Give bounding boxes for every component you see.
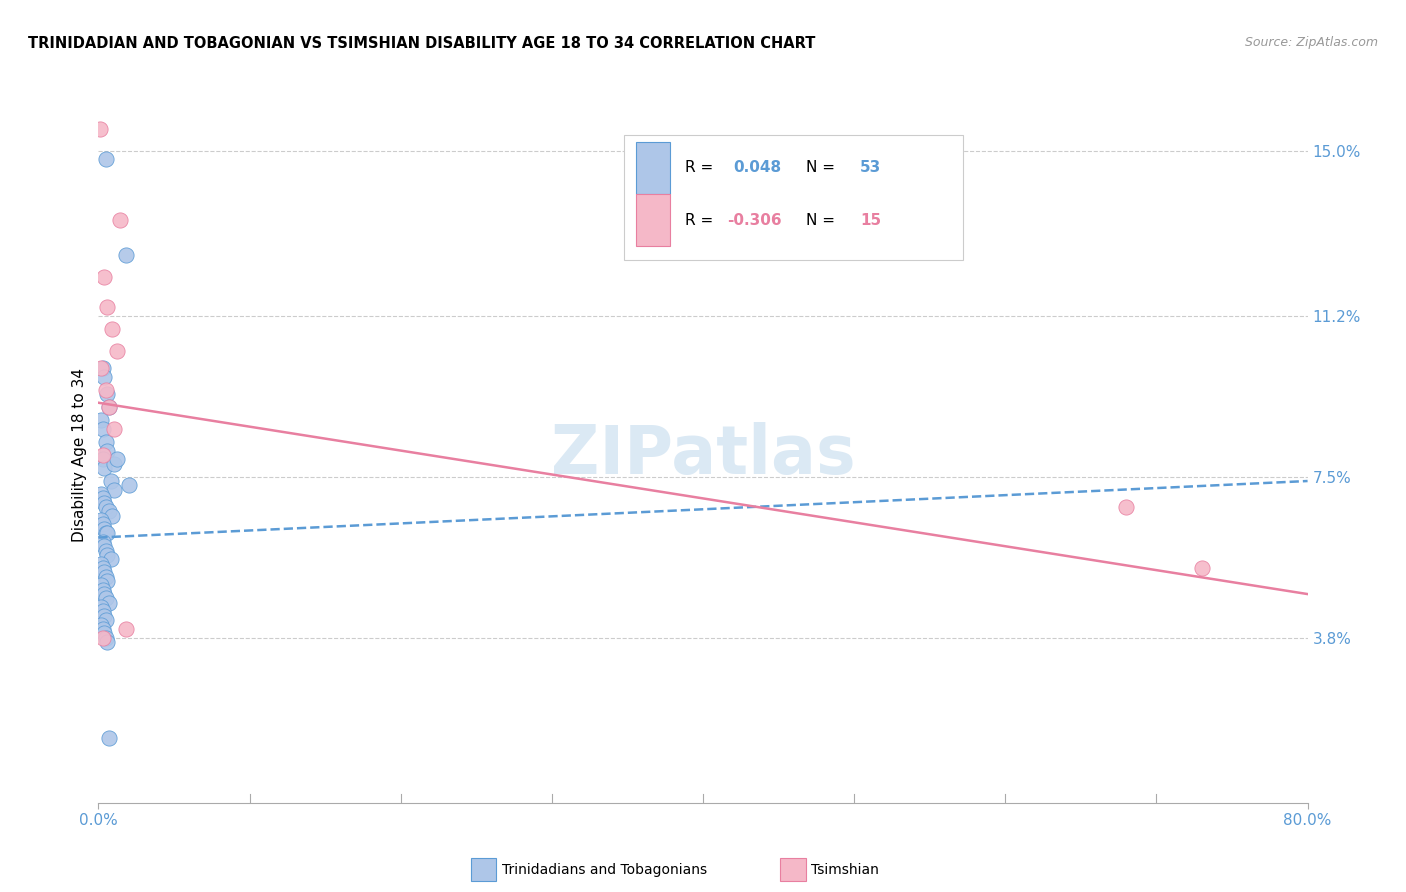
Point (96, 387, 118, 401)
Point (91, 360, 114, 375)
Point (91, 605, 114, 619)
Text: Trinidadians and Tobagonians: Trinidadians and Tobagonians (502, 863, 707, 877)
Point (91, 561, 114, 575)
Text: -0.306: -0.306 (727, 212, 782, 227)
Point (93, 566, 115, 580)
Point (96, 574, 118, 588)
Text: Source: ZipAtlas.com: Source: ZipAtlas.com (1244, 36, 1378, 49)
Point (93, 496, 115, 510)
Point (103, 422, 125, 436)
Point (98, 731, 121, 745)
Bar (637, 142, 671, 194)
Point (93, 522, 115, 536)
Point (98, 596, 121, 610)
Point (94, 613, 117, 627)
Point (91, 422, 114, 436)
Point (91, 582, 114, 597)
Point (91, 631, 114, 645)
Point (101, 322, 124, 336)
Point (105, 452, 128, 467)
Point (101, 508, 124, 523)
Bar (637, 194, 671, 246)
Point (94, 434, 117, 449)
Point (96, 526, 118, 541)
Point (114, 248, 136, 262)
Point (105, 343, 128, 358)
Point (98, 504, 121, 518)
Point (96, 300, 118, 314)
Point (91, 534, 114, 549)
Point (96, 635, 118, 649)
Point (100, 474, 122, 488)
Text: N =: N = (806, 212, 839, 227)
Point (90, 557, 112, 571)
Text: ZIPatlas: ZIPatlas (551, 422, 855, 488)
Point (94, 500, 117, 514)
Point (90, 487, 112, 501)
Point (94, 383, 117, 397)
Point (89, 121, 111, 136)
Point (103, 457, 125, 471)
Point (93, 369, 115, 384)
Point (93, 626, 115, 640)
Point (114, 622, 136, 636)
Point (90, 600, 112, 615)
Point (93, 539, 115, 553)
Point (90, 360, 112, 375)
Point (1191, 561, 1213, 575)
Y-axis label: Disability Age 18 to 34: Disability Age 18 to 34 (72, 368, 87, 542)
Text: N =: N = (806, 161, 839, 176)
Point (91, 517, 114, 532)
Point (1115, 500, 1137, 514)
Point (94, 526, 117, 541)
Point (94, 591, 117, 606)
Text: R =: R = (685, 161, 718, 176)
Text: R =: R = (685, 212, 718, 227)
Point (103, 483, 125, 497)
Point (94, 152, 117, 166)
Point (90, 617, 112, 632)
Point (98, 400, 121, 414)
Bar (624, 135, 963, 260)
Text: TRINIDADIAN AND TOBAGONIAN VS TSIMSHIAN DISABILITY AGE 18 TO 34 CORRELATION CHAR: TRINIDADIAN AND TOBAGONIAN VS TSIMSHIAN … (28, 36, 815, 51)
Text: 0.048: 0.048 (734, 161, 782, 176)
Point (91, 452, 114, 467)
Text: 53: 53 (860, 161, 882, 176)
Point (96, 548, 118, 562)
Point (94, 570, 117, 584)
Point (98, 400, 121, 414)
Point (91, 622, 114, 636)
Point (91, 448, 114, 462)
Text: Tsimshian: Tsimshian (811, 863, 879, 877)
Point (90, 578, 112, 592)
Point (93, 461, 115, 475)
Point (100, 552, 122, 566)
Point (93, 608, 115, 623)
Point (91, 491, 114, 506)
Point (90, 513, 112, 527)
Text: 15: 15 (860, 212, 882, 227)
Point (108, 213, 131, 227)
Point (93, 587, 115, 601)
Point (94, 543, 117, 558)
Point (96, 443, 118, 458)
Point (118, 478, 141, 492)
Point (94, 631, 117, 645)
Point (90, 413, 112, 427)
Point (93, 269, 115, 284)
